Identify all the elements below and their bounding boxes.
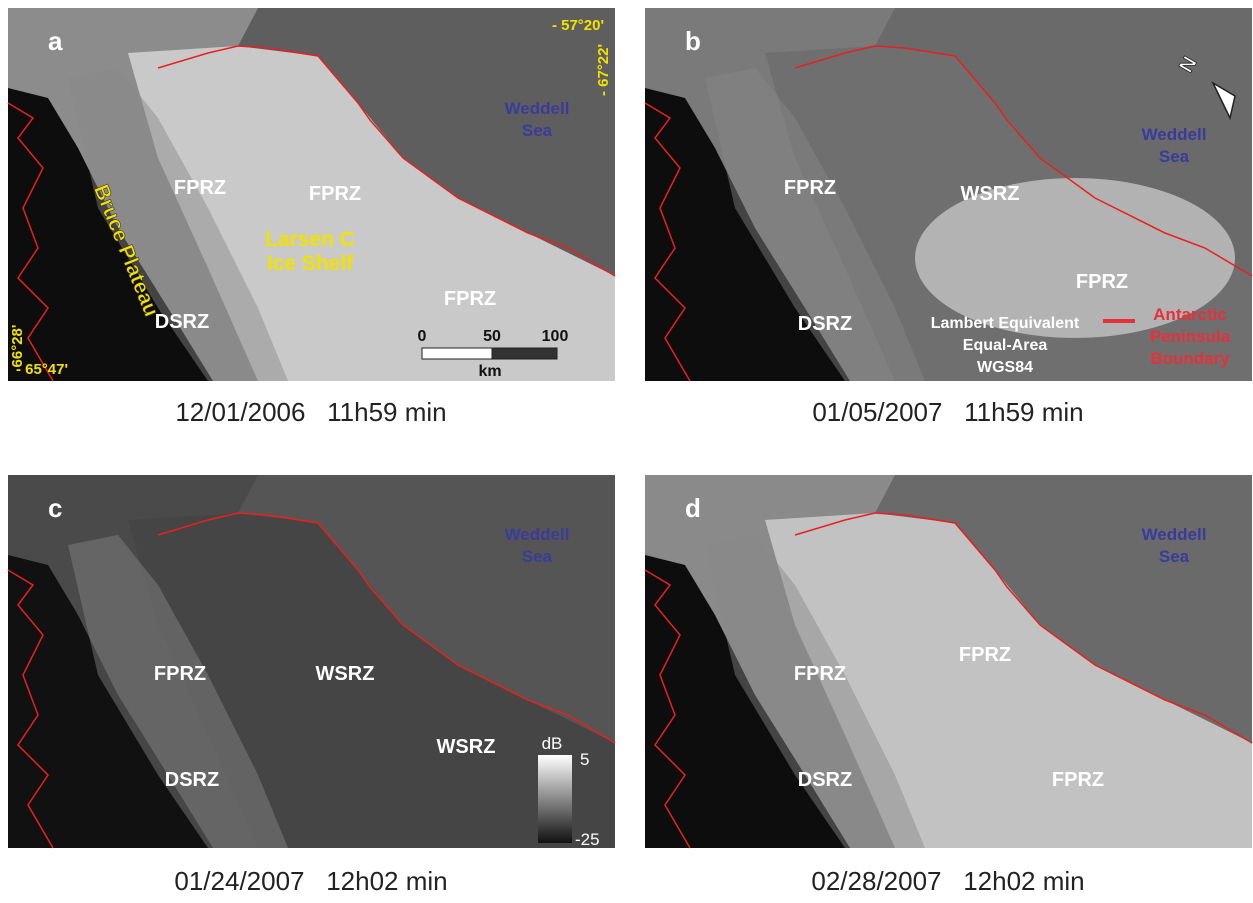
panel-a: a - 57°20' - 67°22' 66°28' - 65°47' Wedd… <box>8 8 615 381</box>
zone-label: FPRZ <box>784 177 836 199</box>
scale-label: 50 <box>483 328 501 345</box>
zone-label: WSRZ <box>961 183 1020 205</box>
zone-label: WSRZ <box>437 736 496 758</box>
legend-label: Peninsula <box>1150 327 1231 346</box>
sea-label: Weddell <box>1142 525 1207 544</box>
scale-bar <box>492 348 557 359</box>
projection-label: WGS84 <box>977 359 1033 376</box>
panel-letter: a <box>48 26 63 56</box>
projection-label: Equal-Area <box>963 337 1048 354</box>
sea-label: Sea <box>1159 147 1190 166</box>
panel-c: c Weddell Sea FPRZ WSRZ WSRZ DSRZ dB 5 -… <box>8 475 615 849</box>
coordinate: - 67°22' <box>595 44 612 96</box>
panel-b: b Weddell Sea FPRZ WSRZ FPRZ DSRZ Lamber… <box>645 8 1252 381</box>
scale-bar <box>422 348 492 359</box>
caption: 01/05/2007 11h59 min <box>812 397 1083 427</box>
sea-label: Weddell <box>505 99 570 118</box>
shelf-label: Larsen C <box>265 228 355 251</box>
zone-label: DSRZ <box>798 769 852 791</box>
zone-label: FPRZ <box>1052 769 1104 791</box>
zone-label: DSRZ <box>155 311 209 333</box>
zone-label: WSRZ <box>316 663 375 685</box>
panel-d: d Weddell Sea FPRZ FPRZ FPRZ DSRZ <box>645 475 1252 848</box>
zone-label: DSRZ <box>798 313 852 335</box>
zone-label: DSRZ <box>165 769 219 791</box>
zone-label: FPRZ <box>1076 271 1128 293</box>
sea-label: Sea <box>1159 547 1190 566</box>
caption: 01/24/2007 12h02 min <box>174 866 447 896</box>
projection-label: Lambert Equivalent <box>931 315 1080 332</box>
scale-label: 0 <box>418 328 427 345</box>
zone-label: FPRZ <box>309 183 361 205</box>
shelf-label: Ice Shelf <box>267 252 354 275</box>
caption: 12/01/2006 11h59 min <box>175 397 446 427</box>
zone-label: FPRZ <box>444 288 496 310</box>
sea-label: Sea <box>522 547 553 566</box>
panel-letter: d <box>685 493 701 523</box>
sea-label: Weddell <box>505 525 570 544</box>
colorbar-label: -25 <box>575 830 600 849</box>
legend-label: Boundary <box>1150 349 1230 368</box>
scale-label: 100 <box>542 328 569 345</box>
zone-label: FPRZ <box>174 177 226 199</box>
caption: 02/28/2007 12h02 min <box>811 866 1084 896</box>
zone-label: FPRZ <box>959 644 1011 666</box>
sea-label: Weddell <box>1142 125 1207 144</box>
colorbar-label: 5 <box>580 750 589 769</box>
zone-label: FPRZ <box>794 663 846 685</box>
colorbar <box>538 755 572 843</box>
zone-label: FPRZ <box>154 663 206 685</box>
sea-label: Sea <box>522 121 553 140</box>
panel-letter: c <box>48 493 62 523</box>
legend-label: Antarctic <box>1153 305 1227 324</box>
figure: a - 57°20' - 67°22' 66°28' - 65°47' Wedd… <box>0 0 1253 898</box>
scale-unit: km <box>478 363 501 380</box>
panel-letter: b <box>685 26 701 56</box>
colorbar-unit: dB <box>542 734 563 753</box>
coordinate: - 65°47' <box>16 361 68 378</box>
coordinate: - 57°20' <box>552 17 604 34</box>
